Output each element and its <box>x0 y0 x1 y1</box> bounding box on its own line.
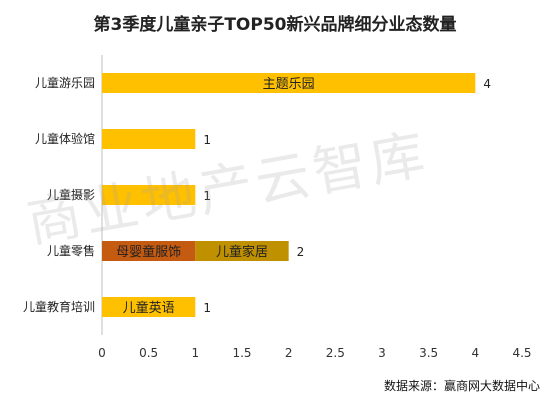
y-category-label: 儿童体验馆 <box>35 131 95 146</box>
x-tick-label: 4 <box>472 346 480 360</box>
bar-value-label: 1 <box>203 133 211 147</box>
bar-segment-label: 儿童家居 <box>216 244 268 260</box>
x-tick-label: 3.5 <box>419 346 438 360</box>
x-tick-label: 0 <box>98 346 106 360</box>
x-tick-label: 4.5 <box>512 346 531 360</box>
bar-segment <box>102 241 196 261</box>
bar-segment <box>102 297 196 317</box>
bar-segment <box>195 241 289 261</box>
y-category-label: 儿童零售 <box>47 243 95 258</box>
bar-value-label: 2 <box>297 245 305 259</box>
x-tick-label: 0.5 <box>139 346 158 360</box>
y-category-label: 儿童摄影 <box>47 187 95 202</box>
x-tick-label: 2 <box>285 346 293 360</box>
x-tick-label: 1 <box>192 346 200 360</box>
x-tick-label: 1.5 <box>232 346 251 360</box>
bar-segment <box>102 73 476 93</box>
x-tick-label: 3 <box>378 346 386 360</box>
bar-segment-label: 母婴童服饰 <box>116 244 181 260</box>
bar-value-label: 1 <box>203 189 211 203</box>
x-tick-label: 2.5 <box>326 346 345 360</box>
bar-segment <box>102 129 196 149</box>
source-text: 数据来源：赢商网大数据中心 <box>383 379 540 393</box>
bar-segment-label: 主题乐园 <box>263 77 315 92</box>
bar-segment-label: 儿童英语 <box>123 300 175 316</box>
y-category-label: 儿童教育培训 <box>23 299 95 314</box>
bar-segment <box>102 185 196 205</box>
chart-title: 第3季度儿童亲子TOP50新兴品牌细分业态数量 <box>93 15 457 35</box>
bar-value-label: 1 <box>203 301 211 315</box>
y-category-label: 儿童游乐园 <box>35 75 95 90</box>
bar-value-label: 4 <box>483 77 491 91</box>
